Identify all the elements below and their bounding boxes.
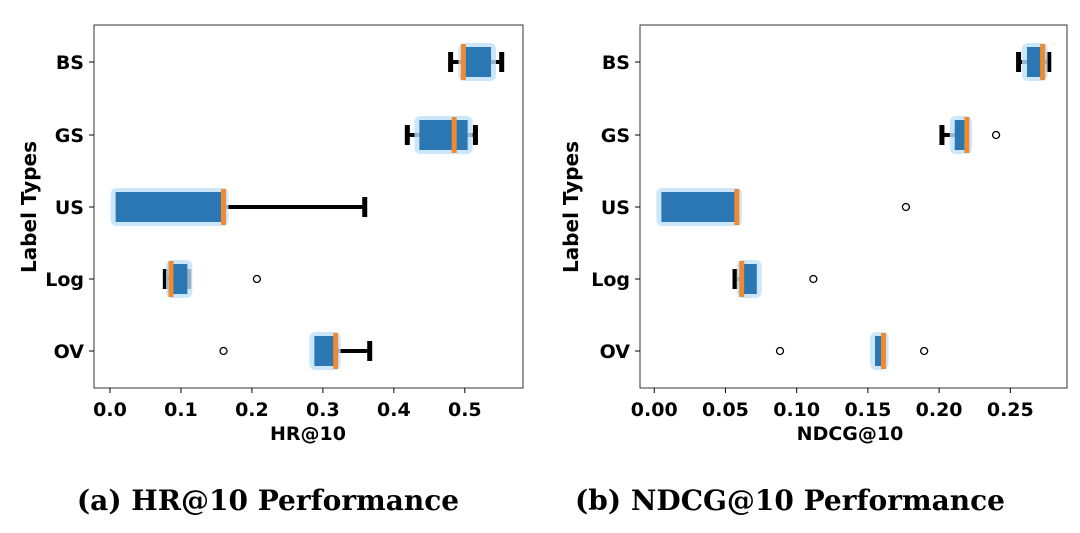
box-gs <box>939 116 1001 154</box>
box-bs <box>448 43 505 81</box>
x-tick-label: 0.00 <box>631 399 678 421</box>
caption-b: (b) NDCG@10 Performance <box>575 484 1005 517</box>
box-iqr <box>314 336 336 366</box>
y-tick-label: BS <box>56 52 84 74</box>
box-bs <box>1016 43 1052 81</box>
x-tick-label: 0.4 <box>377 399 411 421</box>
box-ov <box>219 332 373 370</box>
y-axis-label: Label Types <box>17 141 41 273</box>
y-tick-label: GS <box>601 125 630 147</box>
box-iqr <box>954 120 967 150</box>
median-line <box>881 333 887 369</box>
median-line <box>333 333 339 369</box>
median-line <box>460 44 466 80</box>
box-iqr <box>1026 47 1043 77</box>
box-log <box>732 260 818 298</box>
x-axis-label: HR@10 <box>270 423 346 445</box>
median-line <box>168 261 174 297</box>
box-iqr <box>115 192 224 222</box>
median-line <box>221 189 227 225</box>
x-tick-label: 0.05 <box>702 399 749 421</box>
y-tick-label: Log <box>45 269 84 291</box>
box-iqr <box>661 192 737 222</box>
box-ov <box>775 332 929 370</box>
x-tick-label: 0.1 <box>164 399 198 421</box>
x-tick-label: 0.0 <box>93 399 127 421</box>
box-iqr <box>741 264 757 294</box>
caption-a: (a) HR@10 Performance <box>77 484 459 517</box>
x-tick-label: 0.3 <box>306 399 340 421</box>
y-tick-label: OV <box>54 341 85 363</box>
y-tick-label: Log <box>591 269 630 291</box>
x-tick-label: 0.5 <box>448 399 482 421</box>
x-tick-label: 0.2 <box>235 399 269 421</box>
median-line <box>1040 44 1046 80</box>
y-tick-label: US <box>55 197 84 219</box>
x-tick-label: 0.10 <box>773 399 820 421</box>
box-gs <box>404 116 478 154</box>
hr10-panel: Label Types HR@10 (a) HR@10 Performance … <box>17 24 524 517</box>
median-line <box>964 117 970 153</box>
y-tick-label: GS <box>55 125 84 147</box>
outlier-point <box>219 346 228 356</box>
ndcg10-panel: Label Types NDCG@10 (b) NDCG@10 Performa… <box>559 24 1068 517</box>
outlier-point <box>919 346 929 356</box>
outlier-point <box>991 130 1001 140</box>
outlier-point <box>252 274 262 284</box>
box-log <box>162 260 262 298</box>
box-iqr <box>875 336 884 366</box>
outlier-point <box>901 202 911 212</box>
outlier-point <box>775 346 785 356</box>
y-tick-label: BS <box>602 52 630 74</box>
y-axis-label: Label Types <box>559 141 583 273</box>
box-us <box>110 188 368 226</box>
median-line <box>451 117 457 153</box>
outlier-point <box>809 274 818 284</box>
x-tick-label: 0.25 <box>987 399 1034 421</box>
x-tick-label: 0.15 <box>844 399 891 421</box>
y-tick-label: OV <box>600 341 631 363</box>
box-us <box>656 188 911 226</box>
x-axis-label: NDCG@10 <box>797 423 904 445</box>
median-line <box>734 189 740 225</box>
x-tick-label: 0.20 <box>916 399 963 421</box>
median-line <box>739 261 745 297</box>
y-tick-label: US <box>601 197 630 219</box>
box-iqr <box>463 47 492 77</box>
box-iqr <box>171 264 188 294</box>
box-iqr <box>419 120 468 150</box>
